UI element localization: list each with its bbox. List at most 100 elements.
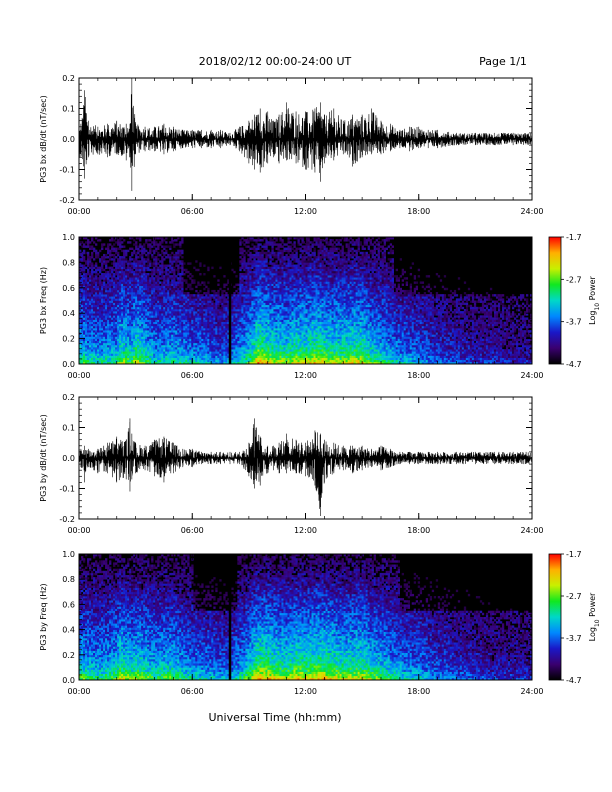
spectrogram-cell (123, 275, 125, 277)
spectrogram-cell (103, 351, 105, 353)
spectrogram-cell (91, 275, 93, 277)
spectrogram-cell (95, 290, 97, 292)
spectrogram-cell (119, 273, 121, 275)
spectrogram-cell (107, 281, 109, 283)
spectrogram-cell (93, 301, 95, 303)
spectrogram-cell (127, 292, 129, 294)
spectrogram-cell (127, 303, 129, 305)
spectrogram-cell (109, 339, 111, 341)
spectrogram-cell (125, 322, 127, 324)
spectrogram-cell (113, 284, 115, 286)
spectrogram-cell (155, 307, 157, 309)
spectrogram-cell (103, 336, 105, 338)
spectrogram-cell (153, 309, 155, 311)
spectrogram-cell (157, 320, 159, 322)
spectrogram-cell (131, 311, 133, 313)
spectrogram-cell (153, 339, 155, 341)
spectrogram-cell (151, 353, 153, 355)
spectrogram-cell (89, 326, 91, 328)
spectrogram-cell (149, 288, 151, 290)
spectrogram-cell (145, 277, 147, 279)
spectrogram-cell (103, 360, 105, 362)
spectrogram-cell (123, 254, 125, 256)
spectrogram-cell (131, 267, 133, 269)
spectrogram-cell (119, 326, 121, 328)
spectrogram-cell (93, 275, 95, 277)
spectrogram-cell (147, 336, 149, 338)
spectrogram-cell (117, 345, 119, 347)
spectrogram-cell (89, 271, 91, 273)
spectrogram-cell (145, 296, 147, 298)
spectrogram-cell (109, 307, 111, 309)
spectrogram-cell (133, 347, 135, 349)
spectrogram-cell (101, 332, 103, 334)
spectrogram-cell (141, 336, 143, 338)
spectrogram-cell (127, 313, 129, 315)
spectrogram-cell (95, 284, 97, 286)
spectrogram-cell (157, 281, 159, 283)
spectrogram-cell (107, 298, 109, 300)
spectrogram-cell (99, 290, 101, 292)
spectrogram-cell (101, 322, 103, 324)
spectrogram-cell (91, 267, 93, 269)
spectrogram-cell (99, 328, 101, 330)
spectrogram-cell (97, 292, 99, 294)
spectrogram-cell (109, 288, 111, 290)
spectrogram-cell (125, 315, 127, 317)
spectrogram-cell (153, 328, 155, 330)
spectrogram-cell (87, 307, 89, 309)
spectrogram-cell (111, 353, 113, 355)
spectrogram-cell (101, 336, 103, 338)
spectrogram-cell (105, 315, 107, 317)
spectrogram-cell (115, 248, 117, 250)
spectrogram-cell (99, 298, 101, 300)
spectrogram-cell (85, 307, 87, 309)
spectrogram-cell (131, 303, 133, 305)
spectrogram-cell (141, 320, 143, 322)
spectrogram-cell (151, 269, 153, 271)
spectrogram-cell (129, 339, 131, 341)
spectrogram-cell (151, 284, 153, 286)
spectrogram-cell (111, 339, 113, 341)
spectrogram-cell (109, 303, 111, 305)
spectrogram-cell (93, 343, 95, 345)
spectrogram-cell (149, 353, 151, 355)
spectrogram-cell (113, 339, 115, 341)
spectrogram-cell (121, 334, 123, 336)
spectrogram-cell (97, 313, 99, 315)
spectrogram-cell (141, 315, 143, 317)
spectrogram-cell (107, 320, 109, 322)
spectrogram-cell (149, 315, 151, 317)
spectrogram-cell (83, 351, 85, 353)
spectrogram-cell (89, 284, 91, 286)
spectrogram-cell (155, 241, 157, 243)
spectrogram-cell (133, 277, 135, 279)
spectrogram-cell (111, 330, 113, 332)
spectrogram-cell (113, 301, 115, 303)
spectrogram-cell (107, 351, 109, 353)
spectrogram-cell (115, 353, 117, 355)
spectrogram-cell (127, 307, 129, 309)
spectrogram-cell (121, 351, 123, 353)
spectrogram-cell (139, 307, 141, 309)
spectrogram-cell (137, 328, 139, 330)
spectrogram-cell (157, 334, 159, 336)
spectrogram-cell (117, 343, 119, 345)
spectrogram-cell (113, 290, 115, 292)
spectrogram-cell (123, 307, 125, 309)
spectrogram-cell (141, 358, 143, 360)
spectrogram-cell (137, 305, 139, 307)
spectrogram-cell (107, 336, 109, 338)
spectrogram-cell (95, 301, 97, 303)
spectrogram-cell (93, 341, 95, 343)
spectrogram-cell (141, 279, 143, 281)
spectrogram-cell (119, 307, 121, 309)
spectrogram-cell (87, 241, 89, 243)
spectrogram-cell (151, 339, 153, 341)
spectrogram-cell (155, 281, 157, 283)
y-tick-label: 0.1 (62, 105, 75, 114)
spectrogram-cell (153, 284, 155, 286)
spectrogram-cell (135, 281, 137, 283)
spectrogram-cell (115, 336, 117, 338)
spectrogram-cell (123, 256, 125, 258)
